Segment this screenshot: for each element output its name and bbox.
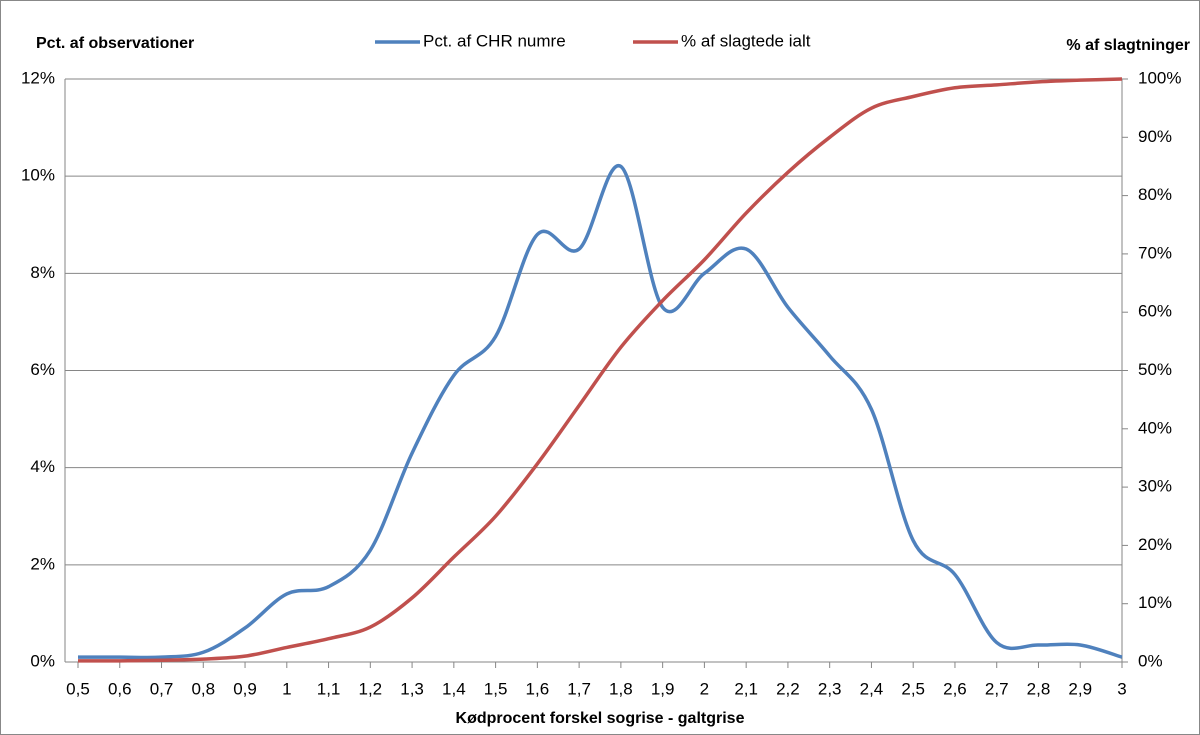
y-axis-title: Pct. af observationer xyxy=(36,35,194,52)
series-line xyxy=(77,77,1123,663)
y2-tick-label: 10% xyxy=(1138,593,1172,612)
y2-tick-label: 100% xyxy=(1138,68,1181,87)
y-tick-label: 2% xyxy=(30,554,55,573)
x-tick-label: 1,2 xyxy=(358,679,382,698)
x-axis-title: Kødprocent forskel sogrise - galtgrise xyxy=(456,710,745,727)
x-tick-label: 2 xyxy=(700,679,709,698)
x-tick-label: 1,4 xyxy=(442,679,466,698)
legend-label: % af slagtede ialt xyxy=(681,31,811,50)
x-tick-label: 1,1 xyxy=(317,679,341,698)
y2-axis-title: % af slagtninger xyxy=(1066,37,1190,54)
x-tick-label: 1 xyxy=(282,679,291,698)
series-line xyxy=(78,164,1123,660)
y2-tick-label: 50% xyxy=(1138,360,1172,379)
y-tick-label: 4% xyxy=(30,457,55,476)
y-tick-label: 10% xyxy=(21,166,55,185)
x-tick-label: 2,9 xyxy=(1068,679,1092,698)
y2-tick-label: 60% xyxy=(1138,302,1172,321)
x-tick-label: 1,5 xyxy=(484,679,508,698)
x-tick-label: 2,3 xyxy=(818,679,842,698)
x-tick-label: 2,5 xyxy=(901,679,925,698)
y2-tick-label: 20% xyxy=(1138,535,1172,554)
y-tick-label: 12% xyxy=(21,68,55,87)
y2-tick-label: 70% xyxy=(1138,243,1172,262)
x-tick-label: 2,7 xyxy=(985,679,1009,698)
x-tick-label: 1,6 xyxy=(526,679,550,698)
y2-tick-label: 80% xyxy=(1138,185,1172,204)
x-tick-label: 0,5 xyxy=(66,679,90,698)
y-tick-label: 6% xyxy=(30,360,55,379)
x-tick-label: 1,9 xyxy=(651,679,675,698)
x-tick-label: 0,6 xyxy=(108,679,132,698)
x-tick-label: 2,1 xyxy=(734,679,758,698)
x-tick-label: 2,4 xyxy=(860,679,884,698)
x-tick-label: 2,2 xyxy=(776,679,800,698)
x-tick-label: 2,6 xyxy=(943,679,967,698)
y2-tick-label: 30% xyxy=(1138,477,1172,496)
x-tick-label: 0,7 xyxy=(150,679,174,698)
x-tick-label: 0,9 xyxy=(233,679,257,698)
y2-tick-label: 90% xyxy=(1138,127,1172,146)
x-tick-label: 1,7 xyxy=(567,679,591,698)
x-tick-label: 3 xyxy=(1117,679,1126,698)
x-tick-label: 0,8 xyxy=(191,679,215,698)
legend-label: Pct. af CHR numre xyxy=(423,31,566,50)
y-tick-label: 0% xyxy=(30,651,55,670)
x-tick-label: 2,8 xyxy=(1027,679,1051,698)
y2-tick-label: 40% xyxy=(1138,418,1172,437)
y2-tick-label: 0% xyxy=(1138,651,1163,670)
x-tick-label: 1,3 xyxy=(400,679,424,698)
y-tick-label: 8% xyxy=(30,263,55,282)
x-tick-label: 1,8 xyxy=(609,679,633,698)
